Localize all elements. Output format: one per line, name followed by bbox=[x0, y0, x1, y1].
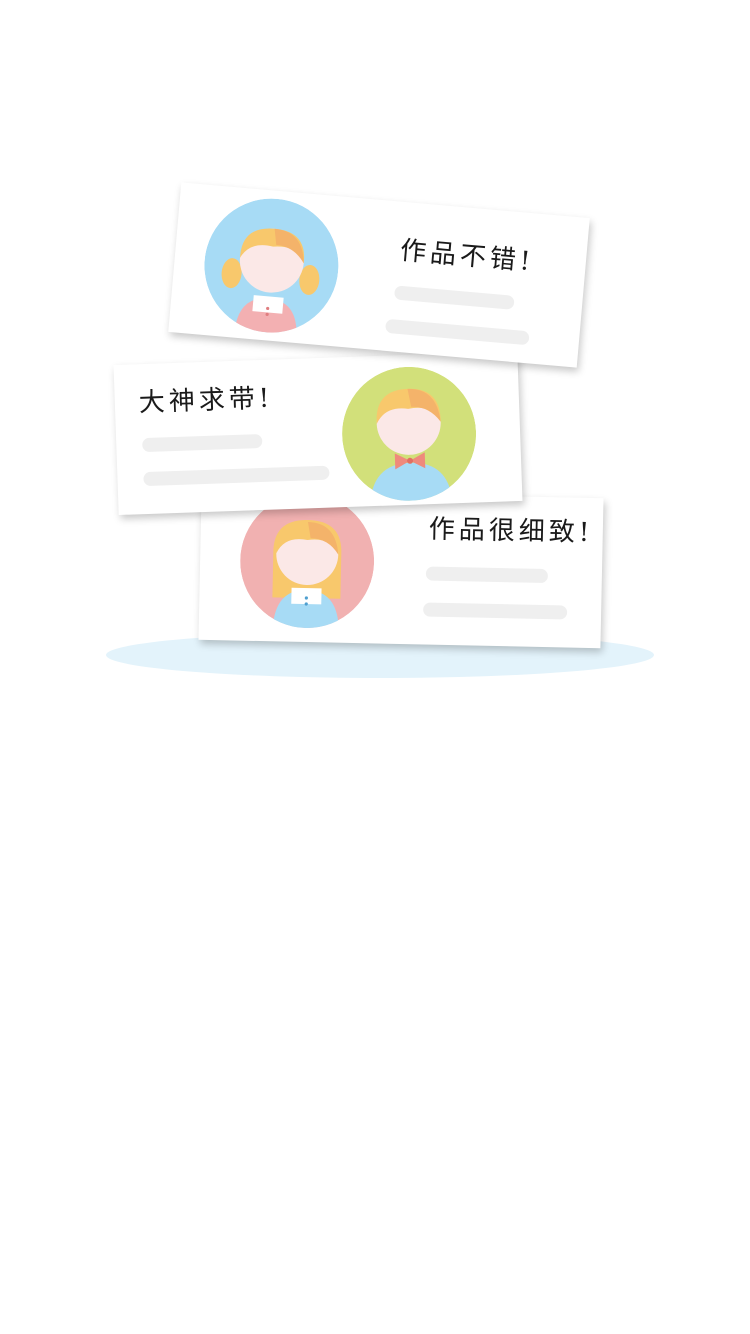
placeholder-line bbox=[384, 318, 530, 346]
comment-card-3: 作品很细致! bbox=[198, 489, 604, 649]
boy-bowtie-avatar-icon bbox=[340, 365, 479, 504]
comment-card-2: 大神求带! bbox=[113, 350, 523, 516]
comment-text: 大神求带! bbox=[138, 383, 274, 419]
placeholder-line bbox=[393, 285, 515, 310]
girl-pigtails-avatar-icon bbox=[199, 193, 344, 338]
girl-long-hair-avatar-icon bbox=[239, 493, 376, 630]
placeholder-line bbox=[425, 566, 549, 584]
placeholder-line bbox=[143, 465, 330, 487]
placeholder-line bbox=[142, 433, 263, 453]
comment-text: 作品不错! bbox=[398, 235, 536, 278]
placeholder-line bbox=[423, 602, 568, 620]
comment-text: 作品很细致! bbox=[428, 514, 594, 549]
comment-card-1: 作品不错! bbox=[168, 182, 590, 368]
